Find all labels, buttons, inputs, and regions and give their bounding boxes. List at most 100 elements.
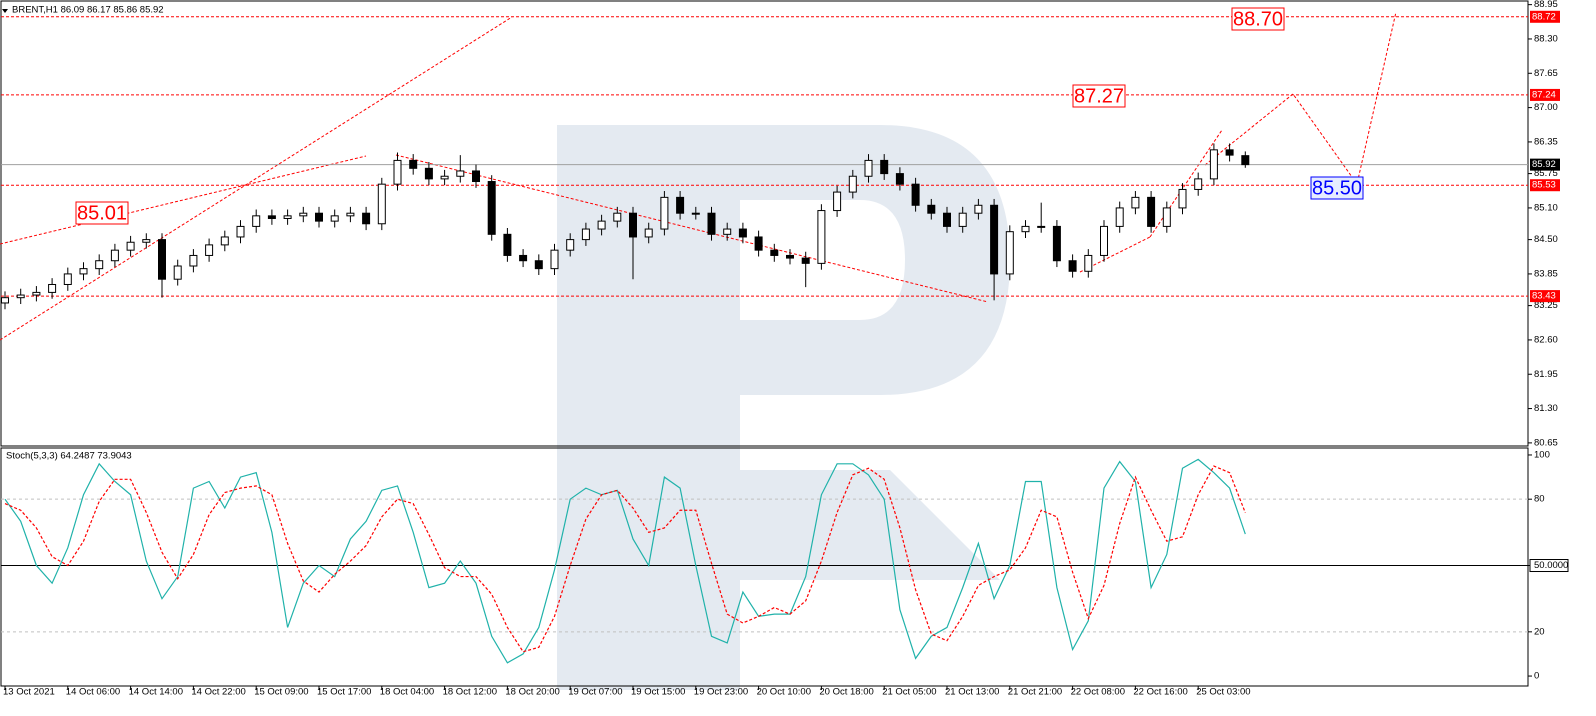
candle-body: [707, 212, 716, 235]
candle-body: [95, 260, 104, 270]
candle-body: [990, 204, 999, 275]
candle-body: [110, 249, 119, 262]
candle-body: [205, 244, 214, 256]
candle-body: [629, 212, 637, 238]
x-tick-label: 18 Oct 04:00: [380, 687, 434, 698]
candle-body: [880, 159, 889, 175]
y-tick-label: 82.60: [1534, 334, 1558, 345]
candle-body: [299, 212, 308, 217]
y-tick-label: 87.00: [1534, 102, 1558, 113]
candle-body: [362, 212, 371, 225]
candle-body: [472, 170, 480, 183]
y-tick-label: 20: [1534, 626, 1545, 637]
candle-body: [409, 159, 418, 169]
level-label-box: [1530, 88, 1560, 101]
candle-body: [895, 173, 904, 185]
candle-body: [1, 297, 9, 304]
candle-body: [283, 215, 292, 219]
candle-body: [691, 212, 700, 215]
candle-body: [911, 183, 920, 206]
level-label: 88.72: [1532, 11, 1556, 22]
candle-body: [1225, 149, 1234, 156]
candle-body: [16, 294, 25, 299]
level-label-box: [1530, 179, 1560, 192]
candle-body: [1178, 188, 1187, 209]
stoch-panel: [0, 447, 1529, 687]
candle-body: [943, 212, 951, 227]
candle-body: [377, 183, 386, 225]
candle-body: [534, 260, 543, 270]
x-tick-label: 18 Oct 12:00: [443, 687, 497, 698]
x-tick-label: 22 Oct 08:00: [1071, 687, 1125, 698]
stoch-line: [4, 465, 1246, 653]
annotation-box: [75, 201, 129, 225]
level-label: 85.53: [1532, 180, 1556, 191]
candle-body: [723, 228, 732, 235]
candle-body: [1084, 254, 1093, 272]
candle-body: [1115, 207, 1124, 227]
candle-body: [1100, 225, 1108, 256]
candle-body: [330, 215, 339, 222]
candle-body: [676, 196, 685, 214]
y-tick-label: 83.25: [1534, 300, 1558, 311]
y-tick-label: 50.0000: [1534, 560, 1568, 571]
candle-body: [597, 220, 606, 230]
candle-body: [1131, 196, 1140, 209]
x-tick-label: 13 Oct 2021: [3, 687, 55, 698]
x-tick-label: 21 Oct 21:00: [1008, 687, 1062, 698]
x-tick-label: 21 Oct 13:00: [945, 687, 999, 698]
candle-body: [581, 228, 590, 241]
annotation: 85.01: [77, 202, 127, 224]
candle-body: [346, 212, 355, 217]
x-tick-label: 20 Oct 10:00: [757, 687, 811, 698]
x-tick-label: 14 Oct 22:00: [191, 687, 245, 698]
y-tick-label: 85.10: [1534, 202, 1558, 213]
candle-body: [927, 204, 936, 214]
annotation-box: [1072, 84, 1126, 108]
x-tick-label: 18 Oct 20:00: [505, 687, 559, 698]
level-label-box: [1530, 290, 1560, 303]
candle-body: [315, 212, 323, 222]
x-tick-label: 15 Oct 17:00: [317, 687, 371, 698]
candle-body: [440, 175, 449, 180]
candle-body: [236, 225, 245, 238]
y-tick-label: 80: [1534, 494, 1545, 505]
candle-body: [833, 191, 842, 212]
candle-body: [1241, 155, 1250, 166]
candle-body: [660, 196, 669, 230]
candle-body: [48, 283, 57, 293]
candle-body: [770, 249, 779, 256]
candle-body: [503, 233, 512, 256]
level-label: 87.24: [1532, 89, 1556, 100]
y-tick-label: 81.30: [1534, 403, 1558, 414]
chart-title: BRENT,H1 86.09 86.17 85.86 85.92: [12, 5, 164, 16]
annotation: 88.70: [1233, 8, 1283, 30]
candle-body: [1037, 225, 1046, 228]
x-tick-label: 14 Oct 14:00: [129, 687, 183, 698]
candle-body: [487, 181, 496, 235]
candle-body: [1147, 196, 1156, 227]
last-price-box: [1530, 158, 1560, 171]
annotation-box: [1310, 176, 1364, 200]
y-tick-label: 87.65: [1534, 68, 1558, 79]
candle-body: [1194, 178, 1203, 190]
candle-body: [1052, 225, 1061, 262]
last-price-label: 85.92: [1532, 159, 1556, 170]
candle-body: [801, 257, 810, 264]
annotation: 85.50: [1312, 177, 1362, 199]
candle-body: [267, 215, 276, 219]
candle-body: [864, 159, 873, 177]
candle-body: [613, 212, 622, 222]
candle-body: [32, 291, 41, 296]
candle-body: [1005, 231, 1014, 275]
y-tick-label: 80.65: [1534, 437, 1558, 448]
y-tick-label: 81.95: [1534, 369, 1558, 380]
y-tick-label: 100: [1534, 449, 1550, 460]
candle-body: [519, 254, 528, 262]
x-tick-label: 25 Oct 03:00: [1196, 687, 1250, 698]
y-tick-label: 88.30: [1534, 33, 1558, 44]
stoch-line: [4, 458, 1246, 664]
candle-body: [958, 212, 967, 227]
